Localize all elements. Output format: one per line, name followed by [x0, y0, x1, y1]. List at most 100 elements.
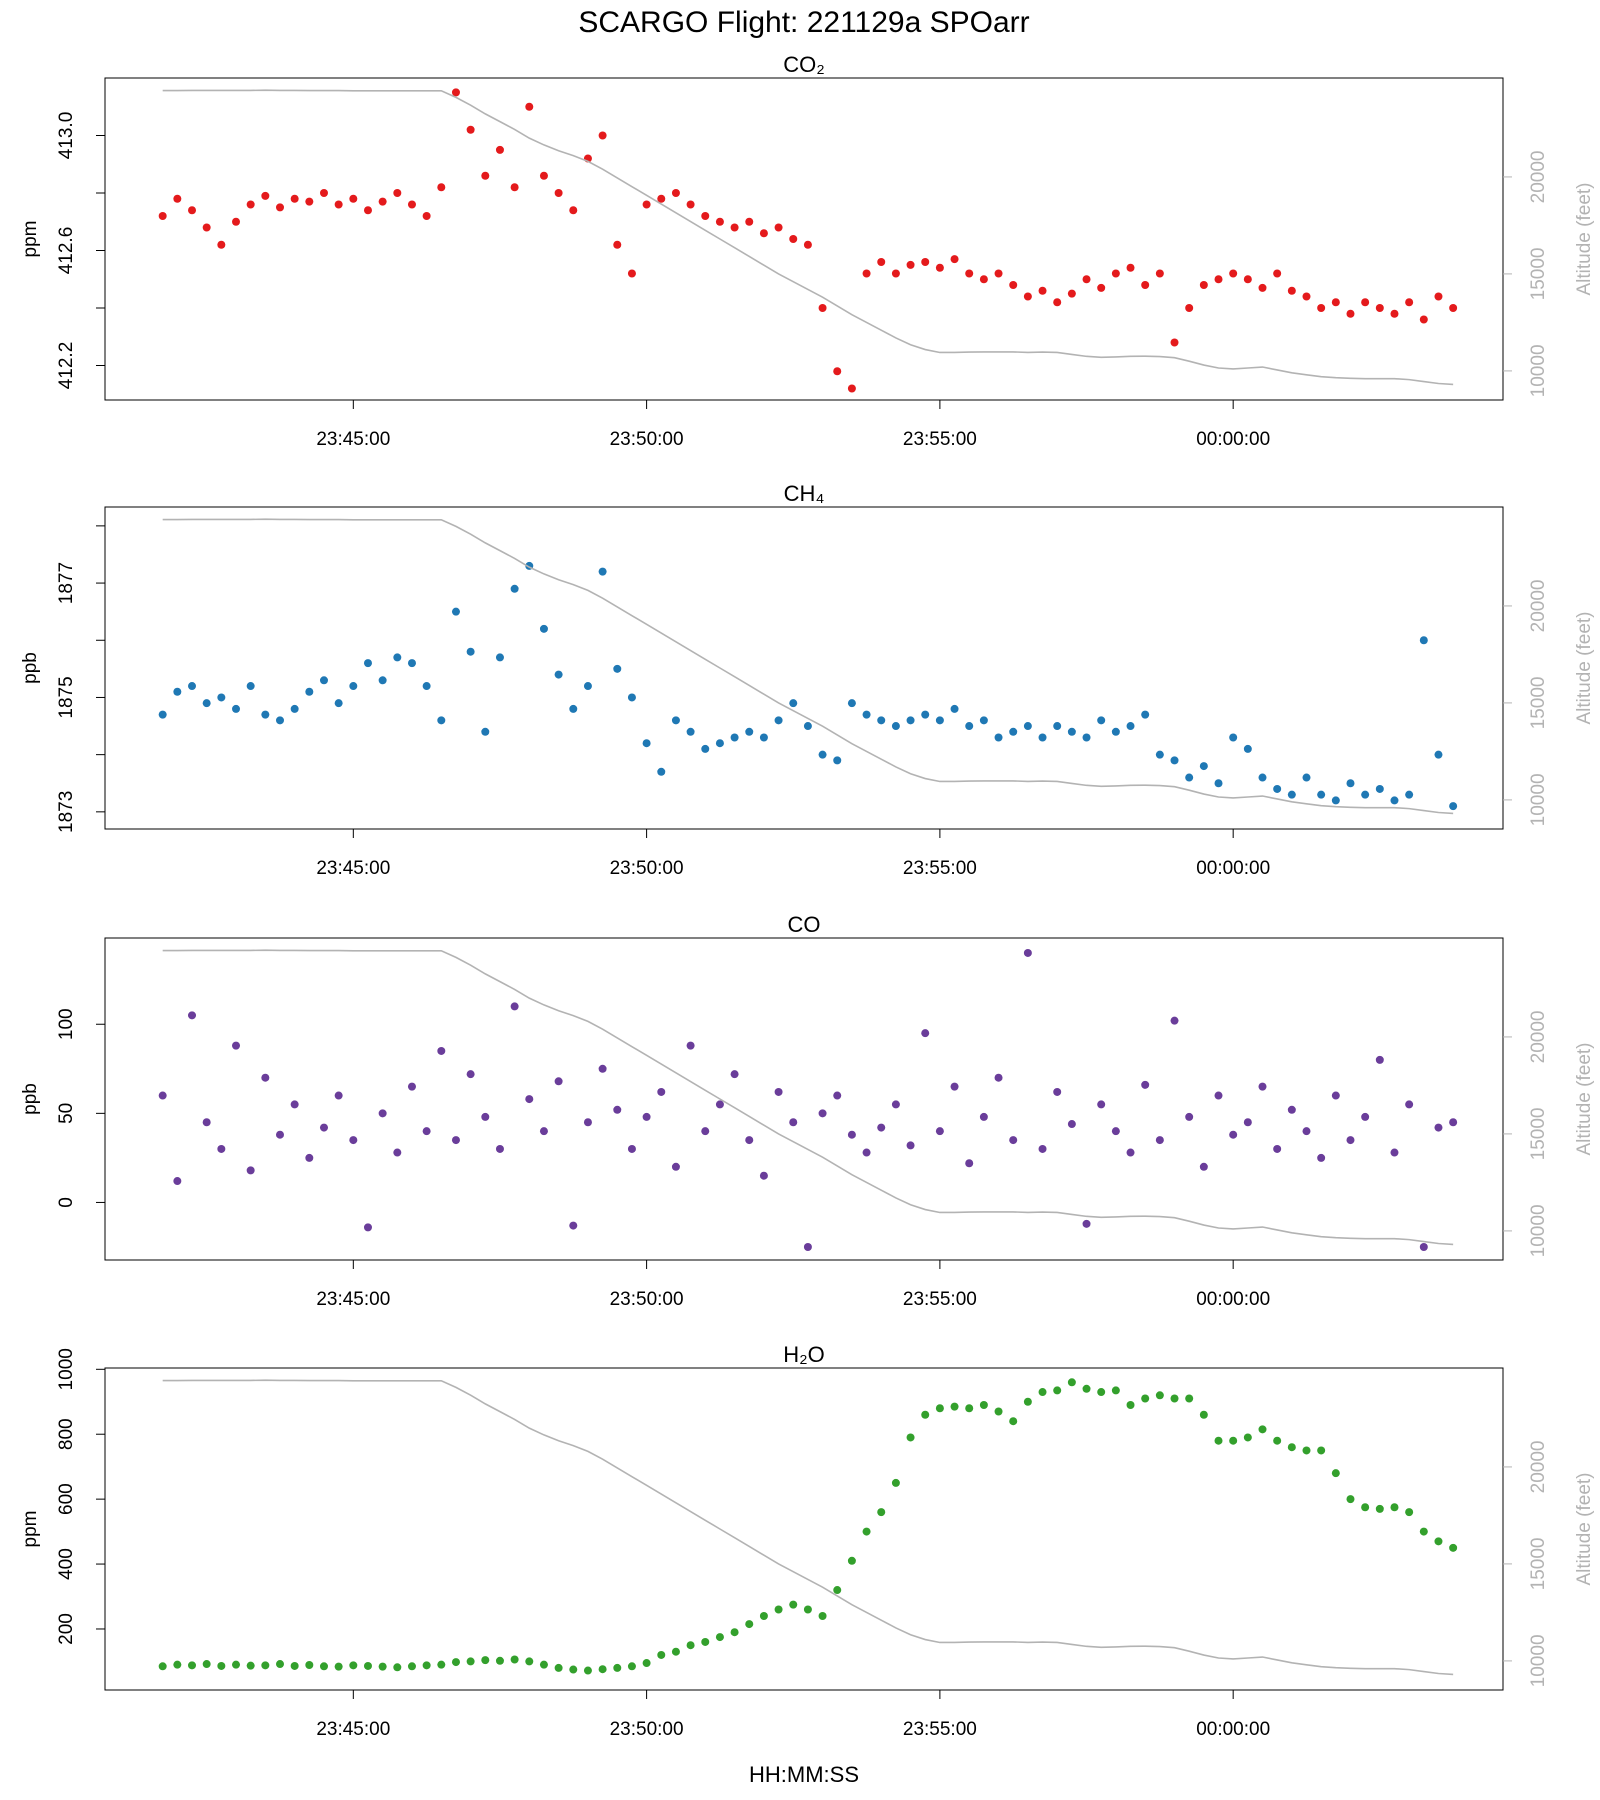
data-point [173, 1660, 182, 1669]
data-point [803, 240, 812, 249]
y2-tick-label: 15000 [1528, 1537, 1549, 1590]
data-point [407, 1662, 416, 1671]
data-point [363, 206, 372, 215]
data-point [275, 1660, 284, 1669]
plot-frame [104, 1367, 1504, 1691]
y2-tick-label: 15000 [1528, 247, 1549, 300]
data-point [554, 1663, 563, 1672]
y-tick-label: 1000 [56, 1348, 77, 1390]
data-point [1243, 275, 1252, 284]
data-point [1405, 1100, 1414, 1109]
data-point [1053, 1087, 1062, 1096]
data-point [833, 756, 842, 765]
data-point [1317, 790, 1326, 799]
data-point [525, 102, 534, 111]
data-point [261, 1073, 270, 1082]
data-point [393, 189, 402, 197]
data-point [891, 1478, 900, 1487]
data-point [862, 710, 871, 719]
data-point [1317, 1153, 1326, 1162]
data-point [1097, 716, 1106, 725]
y-tick-label: 1875 [56, 676, 77, 718]
data-point [818, 1109, 827, 1118]
y-tick-label: 413.0 [56, 112, 77, 160]
data-point [1331, 298, 1340, 307]
data-point [217, 693, 226, 702]
data-point [569, 704, 578, 713]
data-point [1419, 636, 1428, 645]
data-point [1111, 269, 1120, 278]
data-point [613, 664, 622, 673]
data-point [1038, 733, 1047, 742]
data-point [774, 1605, 783, 1614]
data-point [275, 716, 284, 725]
data-point [393, 1148, 402, 1157]
data-point [1199, 281, 1208, 289]
data-point [833, 1586, 842, 1595]
x-tick-label: 23:45:00 [316, 1719, 390, 1740]
data-point [1185, 1394, 1194, 1403]
data-point [1273, 784, 1282, 793]
data-point [701, 1127, 710, 1136]
data-point [613, 1663, 622, 1672]
data-point [495, 1656, 504, 1665]
y-tick-label: 600 [56, 1483, 77, 1515]
data-point [275, 203, 284, 212]
data-point [246, 682, 255, 691]
data-point [627, 269, 636, 278]
plot-frame [104, 937, 1504, 1261]
data-point [1009, 281, 1018, 289]
data-point [437, 716, 446, 725]
data-point [202, 223, 211, 232]
data-point [1258, 1425, 1267, 1434]
data-point [1302, 773, 1311, 782]
data-point [1449, 802, 1458, 811]
data-point [246, 1661, 255, 1670]
data-point [1214, 1436, 1223, 1445]
data-point [1449, 1118, 1458, 1127]
data-point [789, 699, 798, 708]
data-point [803, 1605, 812, 1614]
x-tick-label: 00:00:00 [1196, 858, 1270, 879]
data-point [451, 607, 460, 616]
data-point [481, 171, 490, 180]
data-point [877, 1508, 886, 1517]
data-point [202, 1118, 211, 1127]
data-point [1273, 269, 1282, 278]
data-point [1111, 1127, 1120, 1136]
data-point [1258, 1082, 1267, 1091]
data-point [319, 676, 328, 685]
y-tick-label: 100 [56, 1008, 77, 1040]
y-axis-label: ppb [20, 1083, 41, 1115]
data-point [363, 1661, 372, 1670]
data-point [1155, 750, 1164, 759]
data-point [290, 1100, 299, 1109]
data-point [378, 1662, 387, 1671]
data-point [158, 212, 167, 220]
data-point [891, 722, 900, 731]
data-point [1126, 1401, 1135, 1410]
data-point [334, 1662, 343, 1671]
data-point [1141, 281, 1150, 289]
data-point [437, 183, 446, 192]
data-point [481, 727, 490, 736]
data-point [1419, 315, 1428, 324]
x-tick-label: 00:00:00 [1196, 429, 1270, 450]
data-point [598, 131, 607, 140]
y2-axis-label: Altitude (feet) [1574, 183, 1595, 296]
data-point [305, 1661, 314, 1670]
data-point [451, 88, 460, 97]
y-tick-label: 1873 [56, 791, 77, 833]
data-point [715, 1100, 724, 1109]
data-point [1302, 292, 1311, 301]
data-point [1361, 1112, 1370, 1121]
data-point [818, 1611, 827, 1620]
altitude-line [162, 518, 1454, 815]
panel-title: CO [788, 912, 821, 937]
data-point [554, 1077, 563, 1086]
data-point [363, 659, 372, 668]
data-point [378, 1109, 387, 1118]
data-point [1214, 779, 1223, 788]
data-point [1375, 784, 1384, 793]
data-point [965, 269, 974, 278]
